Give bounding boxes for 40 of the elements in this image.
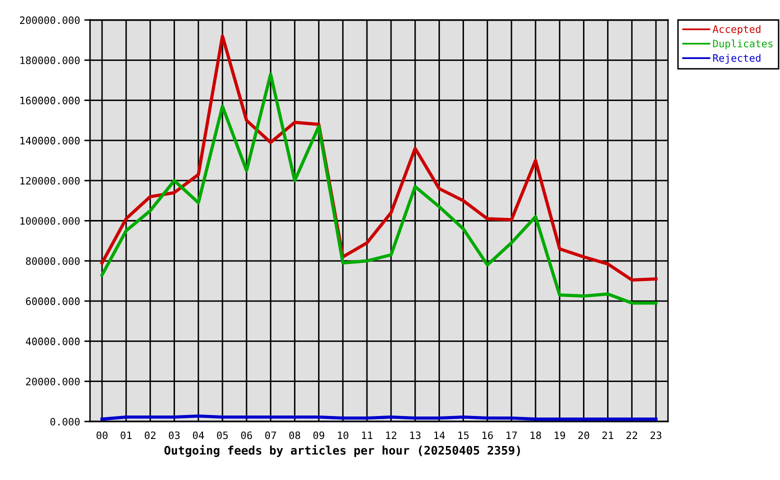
x-tick-label: 18: [530, 431, 541, 440]
y-tick-label: 60000.000: [26, 297, 80, 306]
legend-label: Rejected: [713, 54, 760, 64]
x-tick-label: 21: [602, 431, 614, 439]
x-tick-label: 05: [217, 431, 228, 440]
x-tick-label: 14: [434, 432, 445, 439]
x-tick-label: 10: [338, 431, 348, 440]
x-tick-label: 03: [168, 431, 180, 440]
x-tick-label: 16: [482, 431, 493, 440]
y-tick-label: 20000.000: [26, 378, 80, 386]
x-tick-label: 08: [289, 431, 300, 440]
x-tick-label: 01: [120, 431, 132, 440]
y-tick-label: 40000.000: [26, 338, 80, 346]
x-tick-label: 02: [144, 431, 156, 440]
x-tick-label: 15: [458, 432, 469, 440]
x-tick-label: 04: [192, 431, 204, 440]
x-tick-label: 00: [96, 431, 108, 440]
y-tick-label: 140000.000: [20, 136, 80, 144]
x-tick-label: 19: [554, 431, 566, 440]
line-series: [100, 72, 658, 305]
x-tick-label: 13: [410, 431, 420, 440]
x-tick-label: 23: [650, 431, 662, 440]
x-tick-label: 17: [506, 432, 517, 439]
x-tick-label: 22: [626, 431, 638, 439]
x-tick-label: 06: [241, 431, 252, 440]
x-axis-title: Outgoing feeds by articles per hour (20250405 2359): [164, 445, 520, 457]
x-tick-label: 20: [578, 431, 590, 440]
x-tick-label: 12: [386, 431, 396, 439]
y-tick-label: 180000.000: [20, 56, 80, 64]
y-tick-label: 0.000: [50, 418, 80, 426]
y-tick-label: 200000.000: [20, 16, 80, 24]
y-tick-label: 100000.000: [20, 217, 80, 225]
y-tick-label: 120000.000: [20, 176, 80, 185]
x-tick-label: 11: [362, 432, 372, 439]
x-tick-label: 07: [265, 431, 276, 440]
x-tick-label: 09: [313, 431, 324, 440]
legend-label: Accepted: [712, 25, 760, 35]
y-tick-label: 160000.000: [20, 96, 80, 104]
y-tick-label: 80000.000: [26, 257, 80, 265]
legend-label: Duplicates: [713, 40, 773, 50]
